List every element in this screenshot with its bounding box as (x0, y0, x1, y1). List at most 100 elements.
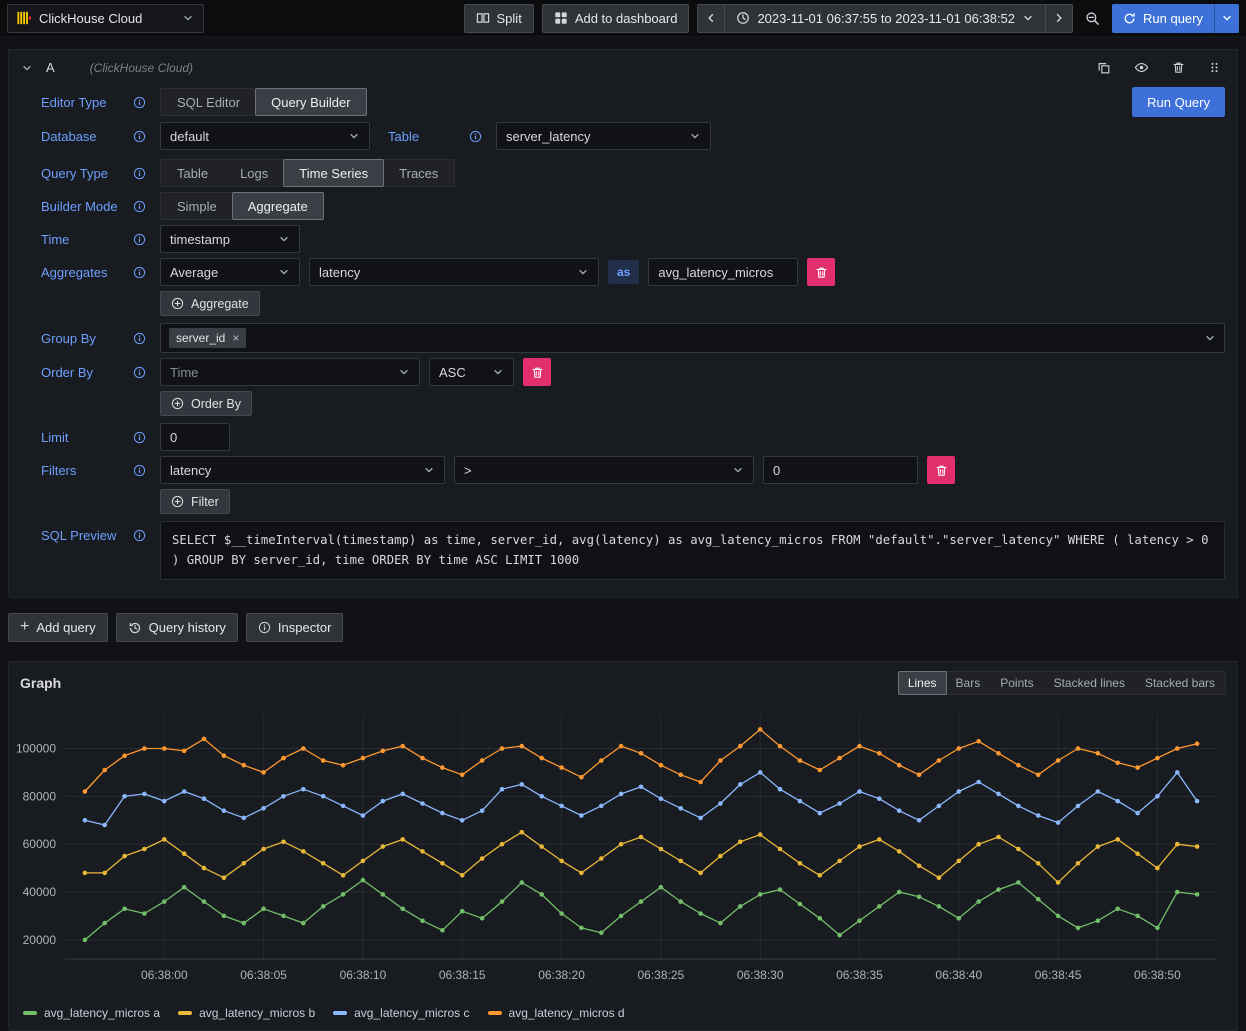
add-aggregate-button[interactable]: Aggregate (160, 291, 260, 316)
chevron-down-icon (398, 366, 410, 378)
query-type-traces[interactable]: Traces (383, 159, 454, 187)
datasource-picker[interactable]: ClickHouse Cloud (7, 4, 204, 33)
query-ref-id[interactable]: A (46, 60, 55, 75)
run-query-editor-button[interactable]: Run Query (1132, 87, 1225, 117)
series-point (659, 885, 664, 890)
order-by-direction-select[interactable]: ASC (429, 358, 514, 386)
series-point (222, 876, 227, 881)
editor-type-sql-editor[interactable]: SQL Editor (161, 88, 256, 116)
table-select[interactable]: server_latency (496, 122, 711, 150)
graph-style-points[interactable]: Points (990, 671, 1043, 695)
series-point (599, 804, 604, 809)
info-icon[interactable] (133, 233, 146, 246)
graph-style-stacked-lines[interactable]: Stacked lines (1044, 671, 1135, 695)
series-point (321, 759, 326, 764)
filter-operator-select[interactable]: > (454, 456, 754, 484)
aggregate-column-select[interactable]: latency (309, 258, 599, 286)
legend-item[interactable]: avg_latency_micros a (23, 1006, 160, 1020)
info-icon[interactable] (133, 266, 146, 279)
info-icon[interactable] (133, 200, 146, 213)
clock-icon (736, 11, 750, 25)
builder-mode-aggregate[interactable]: Aggregate (232, 192, 324, 220)
series-point (837, 756, 842, 761)
info-icon[interactable] (469, 130, 482, 143)
filter-field-select[interactable]: latency (160, 456, 445, 484)
collapse-query-icon[interactable] (21, 62, 33, 74)
x-axis-tick-label: 06:38:00 (141, 968, 188, 982)
add-order-by-label: Order By (191, 397, 241, 411)
series-point (420, 756, 425, 761)
series-point (738, 904, 743, 909)
query-type-time-series[interactable]: Time Series (283, 159, 384, 187)
graph-style-stacked-bars[interactable]: Stacked bars (1135, 671, 1225, 695)
y-axis-tick-label: 20000 (23, 933, 57, 947)
duplicate-query-button[interactable] (1093, 53, 1115, 82)
run-query-dropdown-button[interactable] (1214, 4, 1239, 33)
time-range-picker[interactable]: 2023-11-01 06:37:55 to 2023-11-01 06:38:… (724, 4, 1046, 33)
series-point (400, 837, 405, 842)
database-select[interactable]: default (160, 122, 370, 150)
aggregate-alias-input[interactable] (648, 258, 798, 286)
series-point (818, 916, 823, 921)
series-point (480, 916, 485, 921)
series-point (1096, 751, 1101, 756)
trash-icon (935, 464, 948, 477)
add-order-by-button[interactable]: Order By (160, 391, 252, 416)
group-by-select[interactable]: server_id × (160, 323, 1225, 353)
graph-style-lines[interactable]: Lines (898, 671, 947, 695)
field-label-text: Group By (41, 331, 96, 346)
series-point (480, 857, 485, 862)
delete-query-button[interactable] (1168, 53, 1189, 82)
builder-mode-simple[interactable]: Simple (161, 192, 233, 220)
add-filter-button[interactable]: Filter (160, 489, 230, 514)
series-point (837, 933, 842, 938)
query-type-table[interactable]: Table (161, 159, 224, 187)
info-icon[interactable] (133, 366, 146, 379)
series-point (321, 904, 326, 909)
info-icon[interactable] (133, 167, 146, 180)
info-icon[interactable] (133, 464, 146, 477)
time-shift-back-button[interactable] (697, 4, 725, 33)
legend-item[interactable]: avg_latency_micros d (488, 1006, 625, 1020)
time-series-chart[interactable]: 2000040000600008000010000006:38:0006:38:… (15, 701, 1227, 1003)
remove-order-by-button[interactable] (523, 358, 551, 386)
order-by-field-select[interactable]: Time (160, 358, 420, 386)
info-icon[interactable] (133, 96, 146, 109)
legend-item[interactable]: avg_latency_micros c (333, 1006, 469, 1020)
graph-style-bars[interactable]: Bars (946, 671, 991, 695)
run-query-button[interactable]: Run query (1112, 4, 1214, 33)
toggle-visibility-button[interactable] (1130, 53, 1153, 82)
info-icon[interactable] (133, 529, 146, 542)
series-point (976, 842, 981, 847)
series-point (1115, 799, 1120, 804)
series-point (778, 847, 783, 852)
time-column-select[interactable]: timestamp (160, 225, 300, 253)
query-type-logs[interactable]: Logs (224, 159, 284, 187)
add-to-dashboard-label: Add to dashboard (575, 11, 678, 26)
time-shift-forward-button[interactable] (1045, 4, 1073, 33)
remove-filter-button[interactable] (927, 456, 955, 484)
remove-aggregate-button[interactable] (807, 258, 835, 286)
series-point (758, 770, 763, 775)
info-icon[interactable] (133, 332, 146, 345)
remove-tag-icon[interactable]: × (232, 332, 239, 344)
add-query-button[interactable]: + Add query (8, 613, 108, 642)
series-point (1096, 790, 1101, 795)
split-button[interactable]: Split (464, 4, 534, 33)
series-point (877, 837, 882, 842)
editor-type-query-builder[interactable]: Query Builder (255, 88, 366, 116)
zoom-out-button[interactable] (1081, 4, 1104, 33)
drag-query-handle[interactable] (1204, 53, 1225, 82)
info-icon[interactable] (133, 130, 146, 143)
query-history-button[interactable]: Query history (116, 613, 238, 642)
legend-item[interactable]: avg_latency_micros b (178, 1006, 315, 1020)
limit-input[interactable] (160, 423, 230, 451)
series-point (480, 809, 485, 814)
chart-series (83, 878, 1200, 942)
filter-value-input[interactable] (763, 456, 918, 484)
copy-icon (1097, 61, 1111, 75)
info-icon[interactable] (133, 431, 146, 444)
aggregate-function-select[interactable]: Average (160, 258, 300, 286)
add-to-dashboard-button[interactable]: Add to dashboard (542, 4, 690, 33)
inspector-button[interactable]: Inspector (246, 613, 343, 642)
